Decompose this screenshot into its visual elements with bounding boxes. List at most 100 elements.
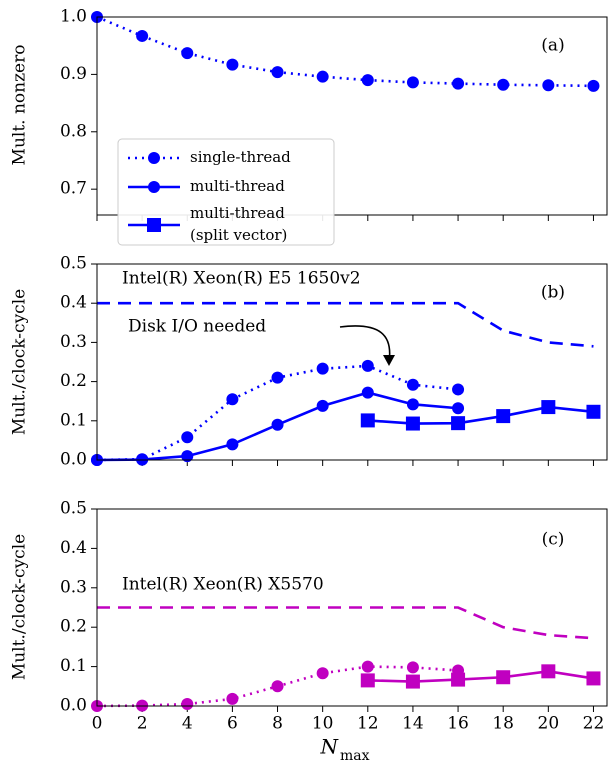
y-tick-label: 0.7	[60, 179, 87, 199]
point	[226, 438, 239, 451]
y-tick-label: 1.0	[60, 7, 87, 27]
point	[316, 70, 329, 83]
y-axis-label: Mult. nonzero	[10, 45, 30, 166]
legend-label: multi-thread (split vector)	[190, 204, 290, 244]
panel-label: (b)	[541, 283, 565, 303]
point	[181, 698, 194, 711]
x-tick-label: 0	[92, 714, 103, 734]
arrow-head	[383, 355, 395, 366]
point	[586, 671, 601, 686]
point	[316, 362, 329, 375]
y-tick-label: 0.1	[60, 410, 87, 430]
y-tick-label: 0.8	[60, 121, 87, 141]
point	[361, 74, 374, 87]
panel-label: (a)	[541, 36, 564, 56]
x-tick-label: 8	[272, 714, 283, 734]
x-tick-label: 12	[357, 714, 379, 734]
point	[271, 418, 284, 431]
point	[316, 667, 329, 680]
x-tick-label: 20	[538, 714, 560, 734]
y-tick-label: 0.5	[60, 254, 87, 274]
point	[451, 416, 466, 431]
legend-box	[117, 138, 335, 246]
point	[496, 409, 511, 424]
legend-label-line: (split vector)	[190, 226, 287, 244]
point	[361, 386, 374, 399]
point	[587, 79, 600, 92]
point	[542, 79, 555, 92]
series-line	[97, 301, 594, 348]
point	[405, 416, 420, 431]
x-tick-label: 16	[447, 714, 469, 734]
y-tick-label: 0.3	[60, 577, 87, 597]
point	[181, 47, 194, 60]
y-tick-label: 0.3	[60, 332, 87, 352]
legend-label: multi-thread	[190, 177, 285, 195]
series-line	[96, 15, 594, 88]
y-tick-label: 0.2	[60, 371, 87, 391]
point	[405, 674, 420, 689]
point	[271, 66, 284, 79]
legend-label: single-thread	[190, 148, 291, 166]
x-tick-label: 6	[227, 714, 238, 734]
panel-label: (c)	[542, 530, 565, 550]
point	[452, 402, 465, 415]
point	[586, 404, 601, 419]
point	[541, 400, 556, 415]
point	[361, 359, 374, 372]
y-tick-label: 0.0	[60, 450, 87, 470]
annotation: Intel(R) Xeon(R) E5 1650v2	[122, 269, 361, 289]
annotation: Intel(R) Xeon(R) X5570	[122, 575, 324, 595]
plot-frame	[96, 508, 608, 707]
x-axis-label: N	[320, 735, 340, 759]
point	[406, 661, 419, 674]
point	[271, 371, 284, 384]
series-line	[367, 670, 594, 683]
point	[181, 450, 194, 463]
annotation: Disk I/O needed	[128, 317, 266, 337]
point	[226, 58, 239, 71]
point	[406, 378, 419, 391]
x-tick-label: 14	[402, 714, 424, 734]
x-axis-label-sub: max	[340, 748, 370, 764]
y-tick-label: 0.2	[60, 617, 87, 637]
y-tick-label: 0.0	[60, 696, 87, 716]
y-tick-label: 0.9	[60, 64, 87, 84]
y-axis-label: Mult./clock-cycle	[10, 289, 30, 435]
y-tick-label: 0.5	[60, 499, 87, 519]
x-tick-label: 18	[492, 714, 514, 734]
point	[406, 398, 419, 411]
legend-label-line: multi-thread	[190, 204, 290, 222]
y-tick-label: 0.4	[60, 293, 87, 313]
point	[451, 672, 466, 687]
point	[497, 78, 510, 91]
series-line	[367, 405, 594, 425]
y-tick-label: 0.4	[60, 538, 87, 558]
legend-marker	[148, 181, 160, 193]
plot-frame	[96, 16, 608, 216]
y-tick-label: 0.1	[60, 656, 87, 676]
point	[226, 692, 239, 705]
point	[406, 76, 419, 89]
point	[136, 29, 149, 42]
x-tick-label: 4	[182, 714, 193, 734]
x-tick-label: 10	[312, 714, 334, 734]
x-tick-label: 22	[583, 714, 605, 734]
point	[541, 664, 556, 679]
x-tick-label: 2	[137, 714, 148, 734]
y-axis-label: Mult./clock-cycle	[10, 534, 30, 680]
point	[360, 673, 375, 688]
plot-frame	[96, 263, 608, 461]
point	[316, 399, 329, 412]
point	[181, 431, 194, 444]
point	[361, 660, 374, 673]
legend-marker	[148, 152, 160, 164]
point	[452, 383, 465, 396]
point	[360, 413, 375, 428]
legend-marker	[147, 218, 161, 232]
point	[226, 393, 239, 406]
series-line	[97, 606, 594, 640]
point	[271, 680, 284, 693]
